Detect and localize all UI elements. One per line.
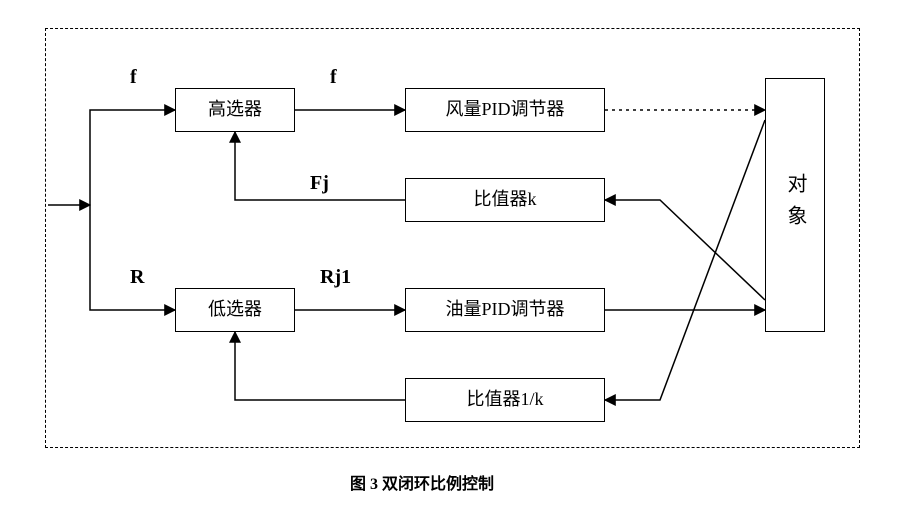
node-air-pid: 风量PID调节器 xyxy=(405,88,605,132)
node-label: 油量PID调节器 xyxy=(445,298,564,321)
node-label: 高选器 xyxy=(208,98,262,121)
node-ratio-k: 比值器k xyxy=(405,178,605,222)
node-plant: 对象 xyxy=(765,78,825,332)
label-R: R xyxy=(130,266,144,289)
figure-caption: 图 3 双闭环比例控制 xyxy=(350,470,494,494)
node-oil-pid: 油量PID调节器 xyxy=(405,288,605,332)
node-ratio-1k: 比值器1/k xyxy=(405,378,605,422)
label-f2: f xyxy=(330,66,337,89)
node-label: 比值器1/k xyxy=(466,388,543,411)
label-Rj1: Rj1 xyxy=(320,266,351,289)
node-high-selector: 高选器 xyxy=(175,88,295,132)
node-label: 比值器k xyxy=(474,188,537,211)
node-label: 低选器 xyxy=(208,298,262,321)
node-label: 风量PID调节器 xyxy=(445,98,564,121)
label-Fj: Fj xyxy=(310,172,329,195)
label-f1: f xyxy=(130,66,137,89)
diagram-canvas: 高选器 风量PID调节器 比值器k 低选器 油量PID调节器 比值器1/k 对象… xyxy=(0,0,902,522)
node-low-selector: 低选器 xyxy=(175,288,295,332)
node-label: 对象 xyxy=(782,173,808,237)
